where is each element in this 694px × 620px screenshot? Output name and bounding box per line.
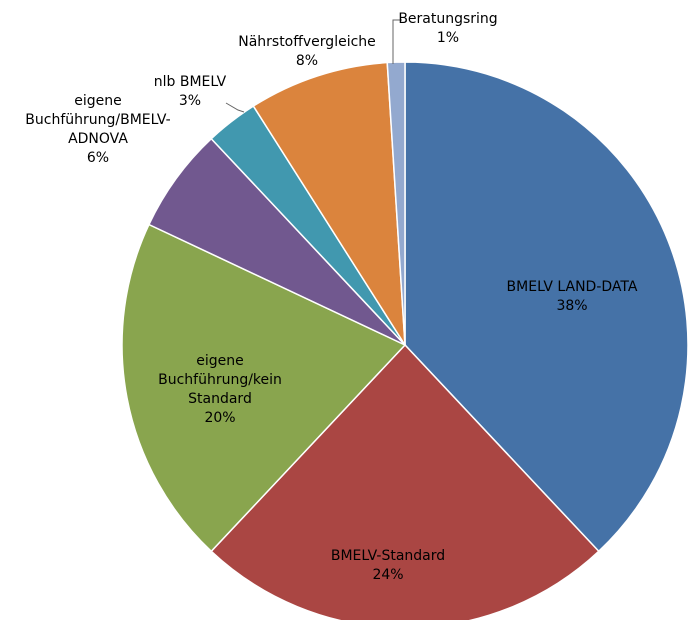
category-name: nlb BMELV [153, 74, 227, 90]
category-name: BMELV-Standard [330, 548, 446, 564]
value-label: 6% [86, 150, 110, 166]
pie-slice [210, 343, 600, 620]
slice-label: BMELV LAND-DATA 38% [497, 278, 647, 316]
value-label: 20% [204, 410, 236, 426]
value-label: 1% [436, 30, 460, 46]
category-name: Beratungsring [398, 11, 498, 27]
slice-label: eigene Buchführung/BMELV-ADNOVA 6% [23, 92, 173, 168]
category-name: Nährstoffvergleiche [238, 34, 376, 50]
leader-line [392, 19, 402, 64]
slice-label: Beratungsring 1% [393, 10, 503, 48]
value-label: 24% [372, 567, 404, 583]
pie-slice [252, 61, 406, 346]
value-label: 8% [295, 53, 319, 69]
leader-line [225, 102, 245, 113]
slice-label: nlb BMELV 3% [140, 73, 240, 111]
pie-slice [404, 61, 689, 553]
slice-label: BMELV-Standard 24% [308, 547, 468, 585]
value-label: 38% [556, 298, 588, 314]
category-name: BMELV LAND-DATA [506, 279, 638, 295]
pie-slice [121, 223, 407, 553]
value-label: 3% [178, 93, 202, 109]
category-name: eigene Buchführung/BMELV-ADNOVA [25, 93, 171, 147]
pie-slice [386, 61, 406, 346]
category-name: eigene Buchführung/kein Standard [158, 353, 282, 407]
slice-label: Nährstoffvergleiche 8% [227, 33, 387, 71]
slice-label: eigene Buchführung/kein Standard 20% [145, 352, 295, 428]
